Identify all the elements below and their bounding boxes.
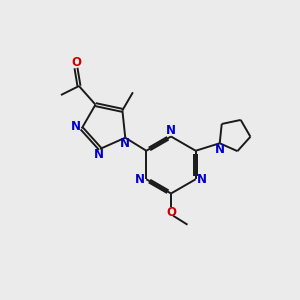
Text: N: N (135, 173, 145, 186)
Text: O: O (166, 206, 176, 219)
Text: N: N (71, 120, 81, 134)
Text: N: N (166, 124, 176, 137)
Text: N: N (197, 173, 207, 186)
Text: N: N (94, 148, 103, 161)
Text: N: N (120, 136, 130, 150)
Text: O: O (71, 56, 81, 68)
Text: N: N (215, 143, 225, 156)
